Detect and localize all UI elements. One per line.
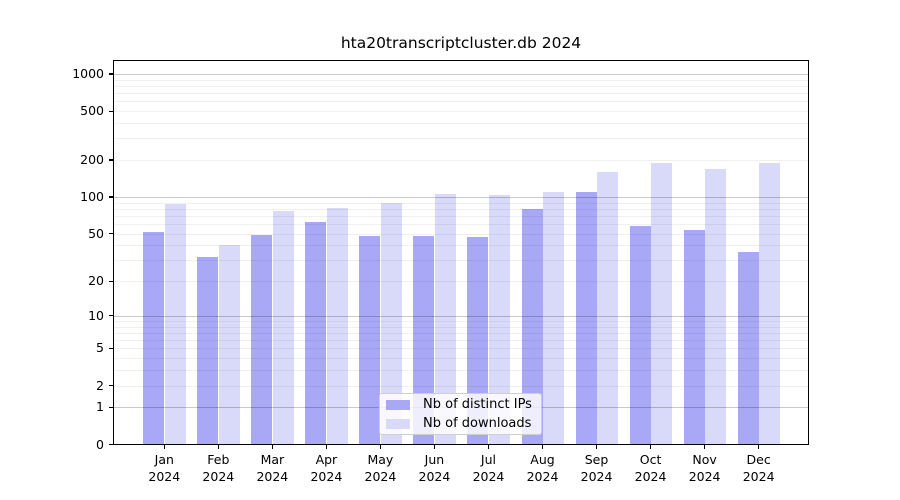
x-tick-mark xyxy=(704,444,706,449)
y-tick-label: 1 xyxy=(96,399,104,415)
y-tick-mark xyxy=(109,280,113,282)
bar-downloads xyxy=(327,208,349,445)
x-tick-label: Jun 2024 xyxy=(418,452,451,484)
y-tick-mark xyxy=(109,233,113,235)
x-tick-mark xyxy=(325,444,327,449)
legend-label: Nb of distinct IPs xyxy=(423,397,532,412)
y-tick-label: 5 xyxy=(96,340,104,356)
x-tick-label: Oct 2024 xyxy=(634,452,667,484)
bar-distinct-ips xyxy=(197,256,219,445)
bar-distinct-ips xyxy=(521,208,543,445)
x-tick-mark xyxy=(649,444,652,449)
y-tick-label: 50 xyxy=(88,225,104,241)
x-tick-label: Apr 2024 xyxy=(310,452,343,484)
bar-distinct-ips xyxy=(467,236,489,445)
y-tick-mark xyxy=(109,384,113,387)
bar-distinct-ips xyxy=(413,235,435,445)
bar-downloads xyxy=(759,163,781,445)
y-tick-mark xyxy=(109,196,113,198)
legend-swatch-distinct-ips xyxy=(386,399,410,410)
x-tick-mark xyxy=(163,444,165,449)
y-tick-label: 10 xyxy=(88,307,104,323)
y-tick-label: 2 xyxy=(96,377,104,393)
legend: Nb of distinct IPs Nb of downloads xyxy=(379,393,542,435)
legend-label: Nb of downloads xyxy=(423,416,532,431)
y-tick-mark xyxy=(109,110,113,112)
bar-downloads xyxy=(651,162,673,445)
legend-item-downloads: Nb of downloads xyxy=(380,414,541,433)
bar-downloads xyxy=(489,194,511,445)
y-tick-mark xyxy=(109,159,113,161)
bar-downloads xyxy=(219,245,241,445)
x-tick-label: Jul 2024 xyxy=(472,452,505,484)
legend-item-distinct-ips: Nb of distinct IPs xyxy=(380,395,541,414)
y-tick-label: 500 xyxy=(80,103,104,119)
bar-downloads xyxy=(381,203,403,445)
x-tick-mark xyxy=(487,444,490,449)
y-tick-mark xyxy=(109,406,113,408)
x-tick-label: Mar 2024 xyxy=(256,452,289,484)
y-tick-label: 100 xyxy=(80,188,104,204)
x-tick-mark xyxy=(271,444,273,449)
bar-distinct-ips xyxy=(251,234,273,445)
bar-distinct-ips xyxy=(683,229,705,445)
y-tick-label: 1000 xyxy=(72,65,104,81)
x-tick-mark xyxy=(217,444,219,449)
x-tick-mark xyxy=(595,444,598,449)
y-tick-mark xyxy=(109,315,113,317)
legend-swatch-downloads xyxy=(386,418,410,429)
bar-downloads xyxy=(165,204,186,445)
bar-downloads xyxy=(273,210,295,445)
bar-distinct-ips xyxy=(359,235,381,445)
y-tick-mark xyxy=(109,347,113,349)
x-tick-label: Jan 2024 xyxy=(148,452,181,484)
bar-downloads xyxy=(597,171,619,445)
bars-layer xyxy=(113,60,809,445)
x-tick-label: Sep 2024 xyxy=(580,452,613,484)
x-tick-mark xyxy=(758,444,760,449)
bar-distinct-ips xyxy=(737,252,759,445)
bar-distinct-ips xyxy=(305,222,327,445)
x-tick-mark xyxy=(541,444,544,449)
y-tick-label: 20 xyxy=(88,273,104,289)
y-tick-mark xyxy=(109,443,113,446)
chart-title: hta20transcriptcluster.db 2024 xyxy=(340,34,582,52)
x-tick-label: May 2024 xyxy=(364,452,397,484)
y-tick-mark xyxy=(109,73,113,75)
bar-distinct-ips xyxy=(575,192,597,445)
x-tick-label: Feb 2024 xyxy=(202,452,235,484)
bar-distinct-ips xyxy=(143,231,165,445)
bar-distinct-ips xyxy=(629,225,651,445)
x-tick-label: Dec 2024 xyxy=(742,452,775,484)
x-tick-mark xyxy=(379,444,381,449)
bar-downloads xyxy=(435,194,457,445)
bar-downloads xyxy=(543,191,565,445)
bar-downloads xyxy=(705,169,727,445)
y-tick-label: 0 xyxy=(96,436,104,452)
y-tick-label: 200 xyxy=(80,152,104,168)
x-tick-label: Aug 2024 xyxy=(526,452,559,484)
x-tick-mark xyxy=(433,444,436,449)
plot-area xyxy=(113,60,809,445)
x-tick-label: Nov 2024 xyxy=(688,452,721,484)
